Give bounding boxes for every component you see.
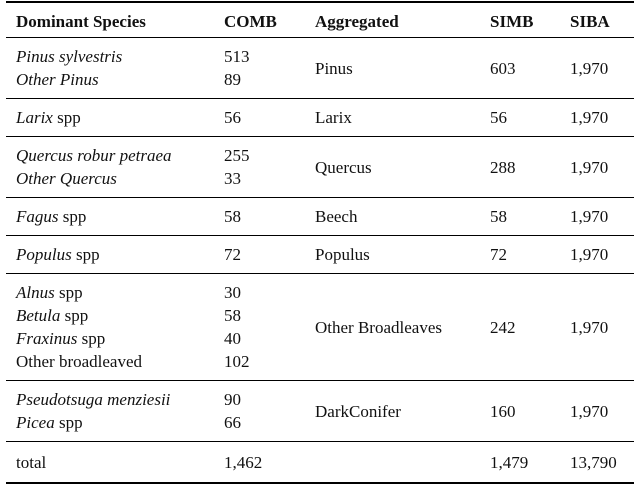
group-rule bbox=[6, 273, 634, 274]
group-rule bbox=[6, 136, 634, 137]
aggregated-value: Larix bbox=[315, 108, 352, 127]
species-table: Dominant Species COMB Aggregated SIMB SIBA Pi… bbox=[6, 1, 634, 484]
species-suffix: spp bbox=[71, 245, 100, 264]
simb-value: 160 bbox=[490, 401, 516, 421]
siba-value: 1,970 bbox=[570, 207, 609, 226]
comb-value: 58 bbox=[224, 207, 241, 226]
species-name: Fagus spp bbox=[16, 205, 86, 228]
species-name-text: Pinus sylvestris bbox=[16, 47, 123, 66]
species-name-text: Fraxinus bbox=[16, 329, 78, 348]
siba-value: 1,970 bbox=[570, 58, 609, 78]
species-name: Quercus robur petraea bbox=[16, 144, 172, 167]
header-aggregated: Aggregated bbox=[315, 12, 399, 31]
comb-value: 89 bbox=[224, 70, 241, 89]
comb-value: 102 bbox=[224, 352, 250, 371]
species-name-text: Populus bbox=[16, 245, 72, 264]
species-name-text: Fagus bbox=[16, 207, 59, 226]
group-rule bbox=[6, 235, 634, 236]
comb-value: 90 bbox=[224, 390, 241, 409]
siba-value: 1,970 bbox=[570, 108, 609, 127]
species-name: Populus spp bbox=[16, 243, 100, 266]
group-rule bbox=[6, 98, 634, 99]
siba-value: 1,970 bbox=[570, 245, 609, 264]
header-simb: SIMB bbox=[490, 12, 534, 31]
aggregated-value: Populus bbox=[315, 245, 370, 264]
comb-value: 255 bbox=[224, 146, 250, 165]
header-rule bbox=[6, 37, 634, 38]
species-suffix: spp bbox=[77, 329, 106, 348]
species-name-text: Picea bbox=[16, 413, 55, 432]
species-suffix: spp bbox=[58, 207, 87, 226]
species-suffix: spp bbox=[60, 306, 89, 325]
top-rule bbox=[6, 1, 634, 3]
header-comb: COMB bbox=[224, 12, 277, 31]
simb-value: 58 bbox=[490, 207, 507, 226]
simb-value: 56 bbox=[490, 108, 507, 127]
species-name-text: Larix bbox=[16, 108, 53, 127]
species-suffix: spp bbox=[52, 108, 81, 127]
aggregated-value: Beech bbox=[315, 207, 358, 226]
species-name-text: Other Quercus bbox=[16, 169, 117, 188]
species-name: Betula spp bbox=[16, 304, 88, 327]
comb-value: 58 bbox=[224, 306, 241, 325]
species-name-text: Betula bbox=[16, 306, 61, 325]
aggregated-value: Pinus bbox=[315, 58, 353, 78]
species-name: Picea spp bbox=[16, 411, 83, 434]
species-name: Other broadleaved bbox=[16, 350, 142, 373]
group-rule bbox=[6, 197, 634, 198]
siba-value: 1,970 bbox=[570, 157, 609, 177]
comb-value: 72 bbox=[224, 245, 241, 264]
species-name-text: Alnus bbox=[16, 283, 55, 302]
group-rule bbox=[6, 380, 634, 381]
species-name-text: Pseudotsuga menziesii bbox=[16, 390, 171, 409]
species-name-text: Other broadleaved bbox=[16, 352, 143, 371]
aggregated-value: DarkConifer bbox=[315, 401, 401, 421]
comb-value: 40 bbox=[224, 329, 241, 348]
group-rule bbox=[6, 441, 634, 442]
species-name-text: Quercus robur petraea bbox=[16, 146, 172, 165]
header-dominant-species: Dominant Species bbox=[16, 12, 146, 31]
species-name: Other Quercus bbox=[16, 167, 117, 190]
aggregated-value: Quercus bbox=[315, 157, 372, 177]
header-siba: SIBA bbox=[570, 12, 610, 31]
species-name: Pseudotsuga menziesii bbox=[16, 388, 170, 411]
comb-value: 513 bbox=[224, 47, 250, 66]
species-suffix: spp bbox=[54, 413, 83, 432]
simb-value: 603 bbox=[490, 58, 516, 78]
species-name: Other Pinus bbox=[16, 68, 99, 91]
comb-value: 33 bbox=[224, 169, 241, 188]
species-name: Pinus sylvestris bbox=[16, 45, 122, 68]
species-name: Fraxinus spp bbox=[16, 327, 105, 350]
species-name-text: Other Pinus bbox=[16, 70, 99, 89]
species-suffix: spp bbox=[54, 283, 83, 302]
simb-value: 242 bbox=[490, 317, 516, 337]
species-name: Alnus spp bbox=[16, 281, 83, 304]
species-name: Larix spp bbox=[16, 106, 81, 129]
comb-value: 56 bbox=[224, 108, 241, 127]
comb-value: 30 bbox=[224, 283, 241, 302]
simb-value: 72 bbox=[490, 245, 507, 264]
aggregated-value: Other Broadleaves bbox=[315, 317, 442, 337]
siba-value: 1,970 bbox=[570, 317, 609, 337]
siba-value: 1,970 bbox=[570, 401, 609, 421]
comb-value: 66 bbox=[224, 413, 241, 432]
simb-value: 288 bbox=[490, 157, 516, 177]
